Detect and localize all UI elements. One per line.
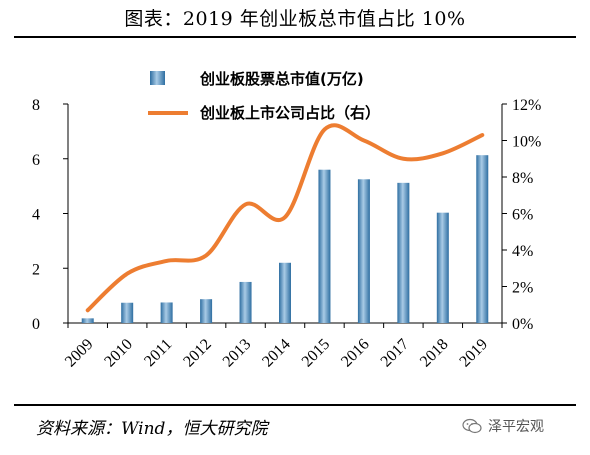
y-right-tick-label: 2% [512, 280, 533, 297]
chart-legend: 创业板股票总市值(万亿) 创业板上市公司占比（右） [148, 70, 380, 122]
page-title: 图表：2019 年创业板总市值占比 10% [124, 8, 466, 30]
bar [81, 318, 94, 323]
wechat-icon [462, 418, 482, 434]
x-tick-label: 2014 [259, 336, 294, 371]
y-left-tick-label: 8 [32, 97, 40, 114]
bar [318, 169, 331, 323]
x-tick-label: 2012 [180, 336, 215, 371]
y-left-tick-label: 0 [32, 316, 40, 333]
y-left-tick-label: 4 [32, 207, 40, 224]
bar [397, 182, 410, 323]
x-tick-label: 2019 [456, 336, 491, 371]
bar [476, 155, 489, 323]
watermark-text: 泽平宏观 [488, 419, 544, 435]
source-note: 资料来源：Wind，恒大研究院 [36, 419, 268, 439]
footer-divider [14, 404, 576, 406]
bar [160, 302, 173, 323]
y-right-tick-label: 0% [512, 316, 533, 333]
x-tick-label: 2016 [338, 336, 373, 371]
legend-bar-swatch [150, 71, 165, 85]
y-left-tick-label: 2 [32, 261, 40, 278]
y-right-tick-label: 4% [512, 243, 533, 260]
y-right-tick-label: 6% [512, 207, 533, 224]
x-tick-label: 2017 [378, 336, 413, 371]
legend-line-label: 创业板上市公司占比（右） [199, 104, 380, 122]
bar [279, 262, 291, 323]
x-tick-label: 2018 [417, 336, 452, 371]
watermark: 泽平宏观 [462, 416, 544, 436]
y-right-tick-label: 8% [512, 170, 533, 187]
title-divider [14, 36, 576, 38]
bar-series [81, 155, 489, 323]
bar [200, 299, 213, 323]
bar [357, 179, 370, 323]
bar [121, 302, 134, 323]
legend-bar-label: 创业板股票总市值(万亿) [199, 70, 364, 88]
y-left-tick-label: 6 [32, 152, 40, 169]
bar [436, 212, 449, 323]
x-tick-label: 2015 [299, 336, 334, 371]
x-tick-label: 2009 [62, 336, 97, 371]
bar [239, 281, 252, 323]
x-tick-label: 2010 [101, 336, 136, 371]
y-right-tick-label: 12% [512, 97, 541, 114]
x-tick-label: 2011 [141, 336, 175, 370]
x-tick-label: 2013 [220, 336, 255, 371]
y-right-tick-label: 10% [512, 134, 541, 151]
line-series [85, 123, 485, 313]
